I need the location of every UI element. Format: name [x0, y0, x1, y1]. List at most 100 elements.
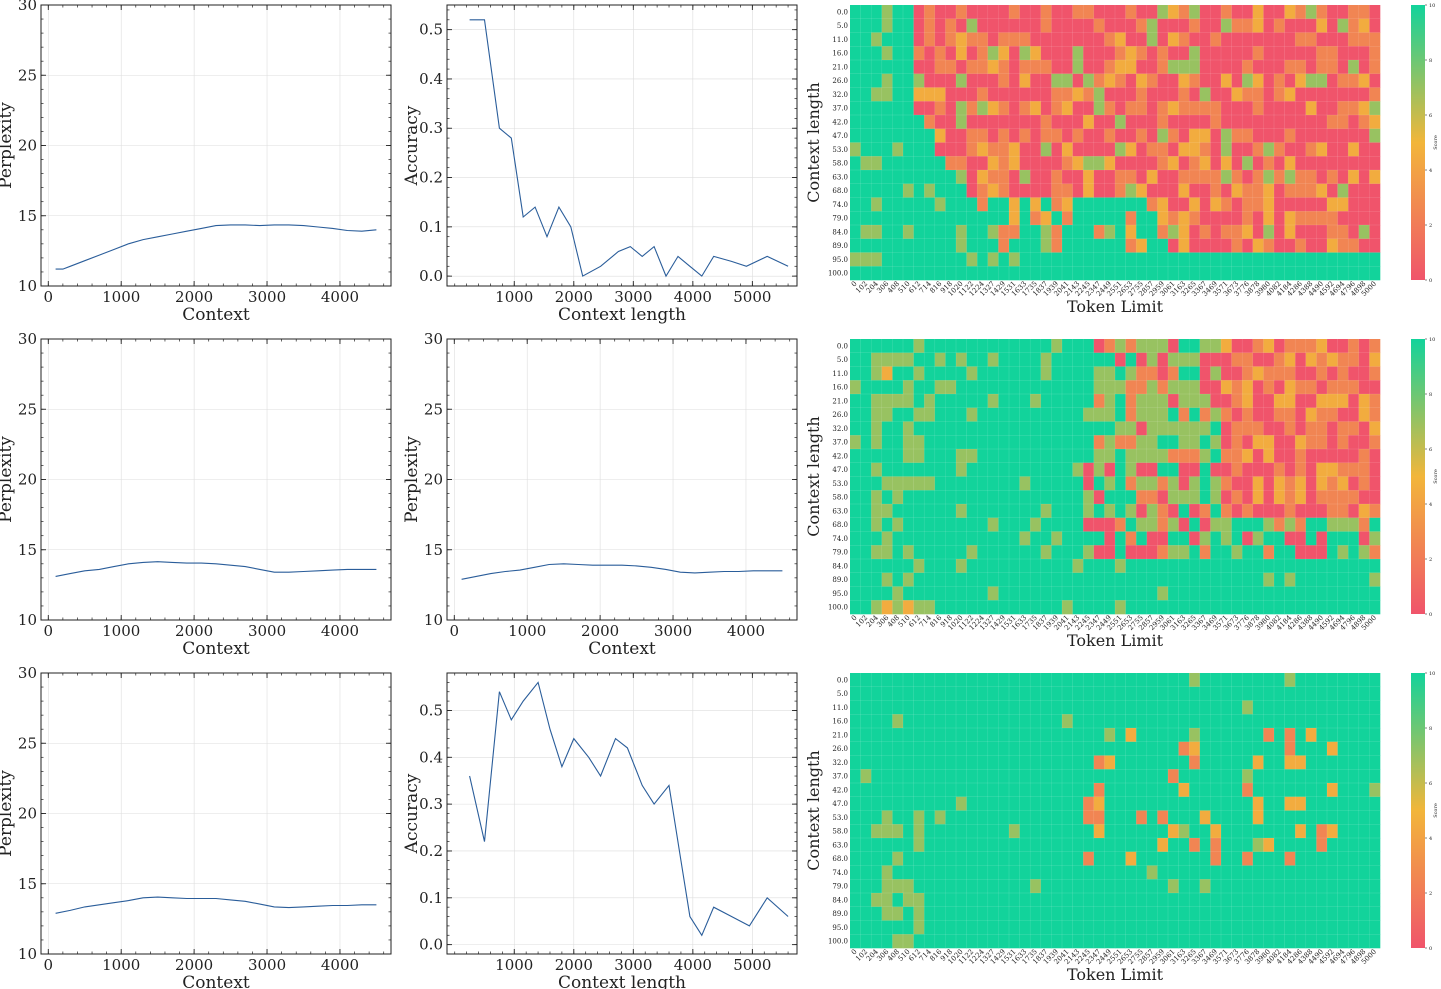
heatmap-cell	[1348, 225, 1360, 240]
heatmap-cell	[892, 18, 904, 33]
heatmap-cell	[1231, 380, 1243, 395]
heatmap-cell	[1189, 600, 1201, 615]
heatmap-cell	[987, 5, 999, 20]
heatmap-cell	[1157, 421, 1169, 436]
heatmap-cell	[924, 366, 936, 381]
heatmap-cell	[1093, 407, 1105, 422]
heatmap-cell	[850, 504, 861, 519]
heatmap-cell	[1083, 490, 1095, 505]
heatmap-cell	[1369, 769, 1381, 784]
heatmap-cell	[1051, 5, 1063, 20]
heatmap-cell	[1040, 824, 1052, 839]
heatmap-cell	[987, 18, 999, 33]
heatmap-cell	[1168, 838, 1179, 853]
heatmap-cell	[1093, 796, 1105, 811]
heatmap-cell	[860, 421, 872, 436]
heatmap-cell	[1019, 462, 1031, 477]
heatmap-cell	[1305, 865, 1317, 880]
heatmap-cell	[903, 572, 914, 587]
heatmap-cell	[977, 600, 989, 615]
heatmap-cell	[1125, 934, 1137, 949]
heatmap-cell	[1072, 572, 1084, 587]
heatmap-cell	[1062, 586, 1073, 601]
heatmap-cell	[1168, 394, 1179, 409]
heatmap-cell	[1178, 435, 1190, 450]
heatmap-cell	[1009, 211, 1020, 226]
heatmap-cell	[1252, 5, 1264, 20]
heatmap-cell	[945, 796, 957, 811]
heatmap-cell	[1369, 700, 1381, 715]
heatmap-cell	[850, 87, 861, 102]
heatmap-cell	[945, 211, 957, 226]
heatmap-cell	[1210, 559, 1222, 574]
heatmap-cell	[903, 339, 914, 354]
heatmap-cell	[1189, 783, 1201, 798]
heatmap-cell	[1093, 73, 1105, 88]
heatmap-cell	[1327, 197, 1338, 212]
heatmap-cell	[1136, 572, 1148, 587]
heatmap-cell	[1231, 755, 1243, 770]
heatmap-cell	[1178, 783, 1190, 798]
heatmap-cell	[977, 934, 989, 949]
heatmap-cell	[1358, 686, 1370, 701]
heatmap-cell	[1295, 714, 1307, 729]
heatmap-cell	[1125, 673, 1137, 688]
heatmap-cell	[1263, 46, 1275, 61]
heatmap-cell	[1115, 197, 1126, 212]
heatmap-cell	[1146, 366, 1158, 381]
heatmap-cell	[977, 824, 989, 839]
heatmap-cell	[903, 366, 914, 381]
heatmap-cell	[924, 572, 936, 587]
heatmap-cell	[1242, 728, 1254, 743]
heatmap-cell	[1305, 893, 1317, 908]
heatmap-cell	[1009, 728, 1020, 743]
heatmap-cell	[913, 531, 925, 546]
heatmap-cell	[1348, 673, 1360, 688]
heatmap-cell	[1295, 906, 1307, 921]
heatmap-cell	[1125, 435, 1137, 450]
heatmap-cell	[1263, 407, 1275, 422]
heatmap-cell	[1157, 714, 1169, 729]
x-axis-label: Token Limit	[1067, 297, 1164, 316]
heatmap-cell	[1083, 449, 1095, 464]
heatmap-cell	[860, 238, 872, 253]
heatmap-cell	[1104, 101, 1116, 116]
heatmap-cell	[1252, 531, 1264, 546]
heatmap-cell	[945, 673, 957, 688]
heatmap-cell	[1348, 435, 1360, 450]
heatmap-cell	[860, 517, 872, 532]
heatmap-cell	[1093, 339, 1105, 354]
heatmap-cell	[924, 238, 936, 253]
heatmap-cell	[1040, 170, 1052, 185]
heatmap-cell	[1168, 170, 1179, 185]
heatmap-cell	[1189, 5, 1201, 20]
heatmap-cell	[998, 755, 1010, 770]
heatmap-cell	[1115, 352, 1126, 367]
heatmap-cell	[1178, 352, 1190, 367]
heatmap-cell	[966, 517, 978, 532]
heatmap-cell	[1252, 934, 1264, 949]
heatmap-cell	[966, 128, 978, 143]
heatmap-cell	[1178, 728, 1190, 743]
heatmap-cell	[1125, 851, 1137, 866]
heatmap-cell	[966, 531, 978, 546]
heatmap-cell	[850, 435, 861, 450]
heatmap-cell	[1327, 769, 1338, 784]
heatmap-cell	[1104, 142, 1116, 157]
heatmap-cell	[1189, 686, 1201, 701]
heatmap-cell	[1168, 339, 1179, 354]
heatmap-cell	[1009, 714, 1020, 729]
heatmap-cell	[1040, 142, 1052, 157]
heatmap-cell	[956, 934, 967, 949]
heatmap-cell	[1125, 5, 1137, 20]
heatmap-cell	[1316, 851, 1328, 866]
heatmap-cell	[1295, 211, 1307, 226]
heatmap-cell	[913, 101, 925, 116]
heatmap-cell	[1348, 380, 1360, 395]
heatmap-cell	[1136, 879, 1148, 894]
heatmap-cell	[1274, 252, 1285, 267]
heatmap-cell	[966, 183, 978, 198]
heatmap-cell	[1062, 156, 1073, 171]
heatmap-cell	[1369, 339, 1381, 354]
heatmap-cell	[892, 920, 904, 935]
